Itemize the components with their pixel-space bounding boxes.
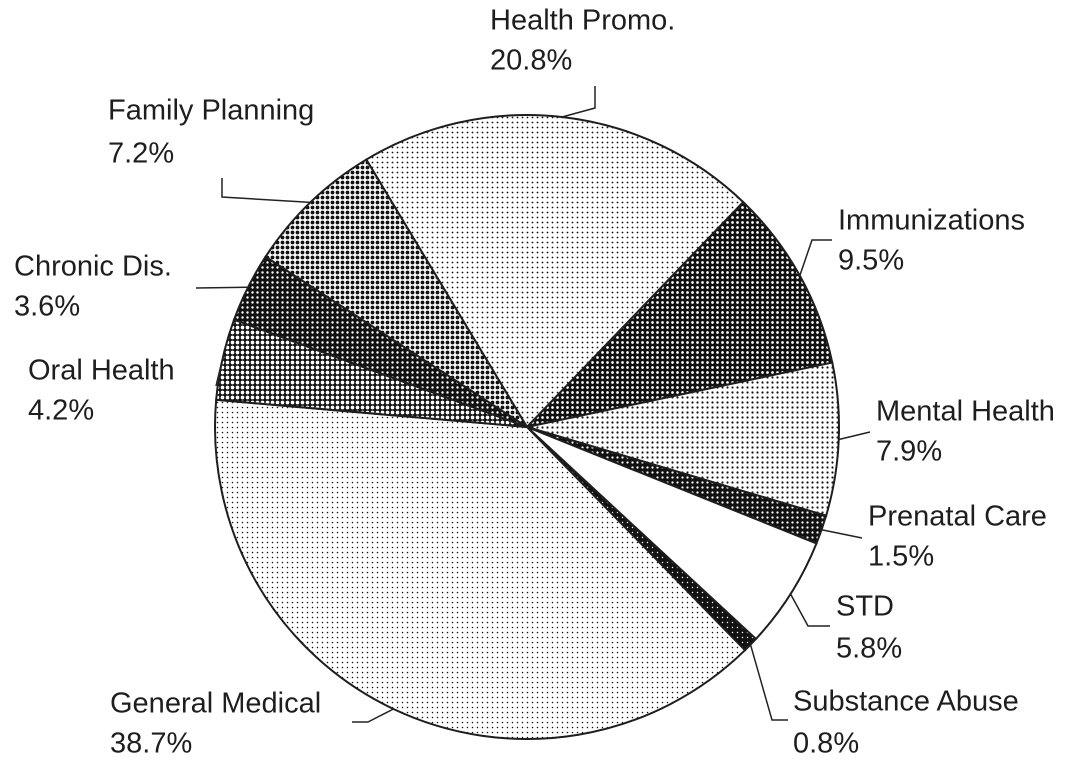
slice-label: Family Planning <box>108 95 314 127</box>
leader-line <box>215 358 224 387</box>
value-label: 3.6% <box>14 291 80 323</box>
slice-label: Immunizations <box>838 205 1025 237</box>
slice <box>526 361 840 517</box>
slice-label: Health Promo. <box>490 5 675 37</box>
slice <box>364 114 745 429</box>
pie <box>214 114 840 740</box>
value-label: 20.8% <box>490 45 572 77</box>
slice-label: Mental Health <box>876 396 1055 428</box>
leader-line <box>195 286 249 289</box>
leader-line <box>221 178 311 204</box>
leader-line <box>352 708 394 723</box>
leader-line <box>821 528 863 539</box>
leader-line <box>799 239 832 276</box>
value-label: 1.5% <box>868 541 934 573</box>
slice <box>524 200 834 429</box>
slice-label: Oral Health <box>28 355 175 387</box>
labels: Health Promo. 20.8% Immunizations 9.5% Menta… <box>14 5 1055 760</box>
leader-line <box>561 86 596 118</box>
value-label: 9.5% <box>838 245 904 277</box>
leader-line <box>838 431 871 441</box>
slice-label: General Medical <box>110 688 321 720</box>
slice-label: Prenatal Care <box>868 501 1047 533</box>
value-label: 7.9% <box>876 436 942 468</box>
leader-line <box>789 593 830 627</box>
leader-line <box>749 644 788 721</box>
value-label: 5.8% <box>836 633 902 665</box>
slice-label: Chronic Dis. <box>14 251 172 283</box>
value-label: 0.8% <box>793 728 859 760</box>
slice-label: Substance Abuse <box>793 686 1019 718</box>
value-label: 7.2% <box>108 138 174 170</box>
value-label: 4.2% <box>28 395 94 427</box>
value-label: 38.7% <box>110 728 192 760</box>
slice-label: STD <box>836 591 894 623</box>
